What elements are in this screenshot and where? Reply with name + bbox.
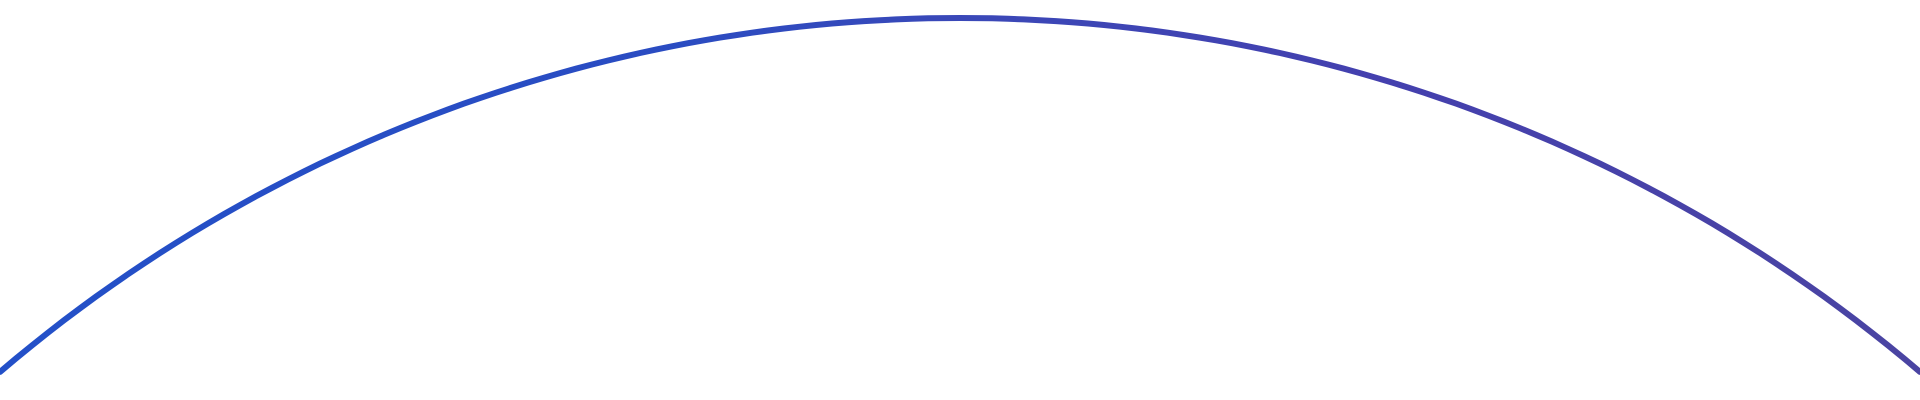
curve-line	[0, 14, 1920, 375]
